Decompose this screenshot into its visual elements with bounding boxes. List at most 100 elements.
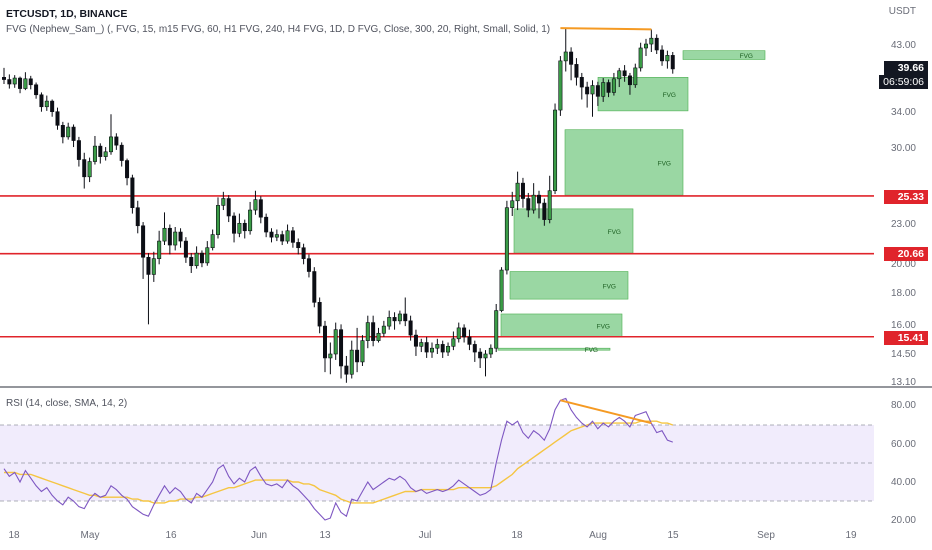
- candle-body: [510, 200, 515, 209]
- candle-body: [34, 84, 39, 96]
- candle-body: [488, 347, 493, 355]
- candle-body: [1, 77, 7, 80]
- candle-body: [328, 353, 333, 359]
- fvg-label: FVG: [658, 160, 671, 167]
- candle-body: [526, 198, 531, 211]
- candle-body: [221, 198, 226, 206]
- price-tick: 13.10: [890, 377, 916, 388]
- price-tick: 20.00: [890, 259, 916, 270]
- price-unit: USDT: [888, 6, 916, 17]
- candle-body: [312, 271, 317, 303]
- candle-body: [424, 342, 429, 353]
- price-tick: 14.50: [890, 349, 916, 360]
- candle-body: [135, 207, 140, 227]
- candle-body: [622, 70, 627, 77]
- candle-body: [151, 258, 156, 275]
- candle-body: [344, 365, 349, 375]
- candle-body: [520, 182, 525, 199]
- price-tick: 18.00: [890, 288, 916, 299]
- candle-body: [285, 230, 290, 242]
- candle-body: [253, 199, 258, 211]
- candle-body: [232, 215, 237, 234]
- candle-body: [167, 227, 172, 246]
- candle-body: [371, 322, 376, 341]
- rsi-tick: 20.00: [890, 515, 916, 526]
- last-price-badge: 39.66: [884, 61, 928, 75]
- candle-body: [60, 125, 65, 138]
- candle-body: [494, 310, 499, 349]
- candle-body: [210, 234, 215, 249]
- candle-body: [92, 145, 97, 162]
- rsi-legend[interactable]: RSI (14, close, SMA, 14, 2): [6, 398, 128, 409]
- candle-body: [82, 159, 87, 178]
- candle-body: [387, 317, 392, 327]
- candle-body: [585, 86, 590, 95]
- price-tick: 16.00: [890, 320, 916, 331]
- x-tick: Sep: [757, 530, 775, 541]
- candle-body: [141, 225, 146, 258]
- price-trendline: [560, 27, 652, 31]
- candle-body: [435, 344, 440, 349]
- candle-body: [627, 75, 632, 86]
- candle-body: [611, 78, 616, 93]
- candle-body: [446, 345, 451, 353]
- rsi-ma-line: [4, 420, 674, 504]
- candle-body: [499, 269, 504, 311]
- candle-body: [333, 329, 338, 355]
- candle-body: [66, 126, 71, 138]
- candle-body: [12, 77, 17, 85]
- countdown-badge: 06:59:06: [879, 75, 928, 89]
- x-tick: 19: [845, 530, 857, 541]
- candle-body: [274, 234, 279, 238]
- fvg-label: FVG: [597, 323, 610, 330]
- candle-body: [18, 77, 23, 89]
- candle-body: [440, 344, 445, 353]
- candle-body: [451, 338, 456, 347]
- fvg-zone: [497, 347, 611, 351]
- x-tick: May: [80, 530, 100, 541]
- rsi-trendline: [560, 399, 652, 425]
- candle-body: [296, 242, 301, 249]
- candle-body: [98, 145, 103, 157]
- candle-body: [226, 198, 231, 217]
- candle-body: [574, 64, 579, 78]
- candle-body: [109, 136, 114, 153]
- candle-body: [87, 161, 92, 178]
- candle-body: [553, 109, 558, 192]
- candle-body: [39, 94, 44, 108]
- candle-body: [199, 252, 204, 264]
- candle-body: [146, 256, 151, 275]
- candle-body: [536, 194, 541, 204]
- candle-body: [162, 227, 167, 242]
- candle-body: [654, 37, 659, 51]
- candle-body: [114, 136, 119, 146]
- x-tick: 15: [667, 530, 679, 541]
- candle-body: [269, 231, 274, 238]
- candle-body: [189, 256, 194, 267]
- candle-body: [558, 60, 563, 111]
- candle-body: [183, 240, 188, 258]
- candle-body: [306, 258, 311, 272]
- candle-body: [462, 327, 467, 338]
- candle-body: [601, 82, 606, 97]
- candle-body: [606, 82, 611, 93]
- candle-body: [595, 85, 600, 97]
- candle-body: [478, 351, 483, 359]
- x-tick: 18: [8, 530, 20, 541]
- candle-body: [579, 77, 584, 88]
- candle-body: [472, 344, 477, 353]
- indicator-legend[interactable]: FVG (Nephew_Sam_) (, FVG, 15, m15 FVG, 6…: [6, 24, 551, 35]
- candle-body: [365, 322, 370, 341]
- candle-body: [290, 230, 295, 243]
- candle-body: [119, 144, 124, 161]
- rsi-tick: 60.00: [890, 439, 916, 450]
- candle-body: [216, 205, 221, 235]
- candle-body: [103, 151, 108, 157]
- candle-body: [349, 349, 354, 375]
- candle-body: [264, 216, 269, 233]
- candle-body: [665, 55, 670, 62]
- candle-body: [515, 182, 520, 202]
- candle-body: [429, 347, 434, 353]
- candle-body: [456, 327, 461, 340]
